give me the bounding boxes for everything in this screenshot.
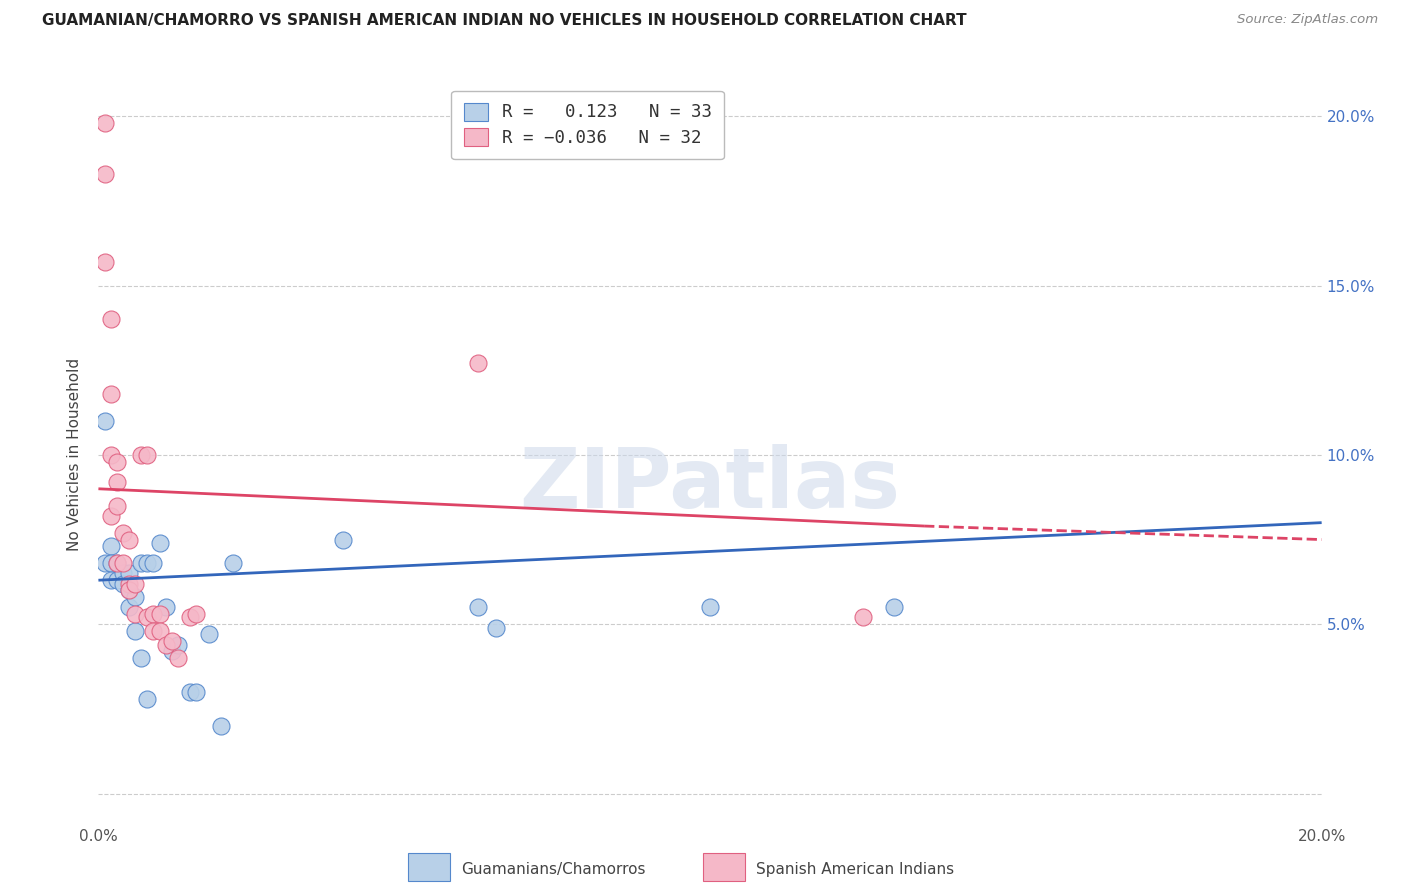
Point: [111, 556, 134, 570]
Point: [124, 576, 146, 591]
Point: [100, 539, 122, 553]
Point: [160, 644, 183, 658]
Point: [332, 533, 354, 547]
Point: [100, 508, 122, 523]
Text: ZIPatlas: ZIPatlas: [520, 443, 900, 524]
Point: [136, 448, 159, 462]
Point: [100, 387, 122, 401]
Legend: R =   0.123   N = 33, R = −0.036   N = 32: R = 0.123 N = 33, R = −0.036 N = 32: [451, 91, 724, 160]
Point: [100, 312, 122, 326]
Point: [136, 610, 159, 624]
Point: [93, 414, 115, 428]
Point: [105, 455, 128, 469]
Point: [155, 638, 177, 652]
Point: [852, 610, 875, 624]
Point: [883, 600, 905, 615]
Text: Source: ZipAtlas.com: Source: ZipAtlas.com: [1237, 13, 1378, 27]
Point: [93, 255, 115, 269]
Point: [136, 556, 159, 570]
Point: [93, 116, 115, 130]
Point: [118, 583, 141, 598]
Point: [105, 556, 128, 570]
Point: [124, 590, 146, 604]
Point: [186, 685, 208, 699]
Point: [111, 566, 134, 581]
Point: [118, 576, 141, 591]
Point: [209, 719, 232, 733]
Point: [100, 448, 122, 462]
Y-axis label: No Vehicles in Household: No Vehicles in Household: [67, 359, 83, 551]
Point: [118, 533, 141, 547]
Point: [149, 607, 172, 621]
Point: [118, 600, 141, 615]
Text: Spanish American Indians: Spanish American Indians: [756, 863, 955, 877]
Text: GUAMANIAN/CHAMORRO VS SPANISH AMERICAN INDIAN NO VEHICLES IN HOUSEHOLD CORRELATI: GUAMANIAN/CHAMORRO VS SPANISH AMERICAN I…: [42, 13, 967, 29]
Point: [93, 556, 115, 570]
Point: [105, 475, 128, 489]
Point: [129, 651, 152, 665]
Point: [197, 627, 219, 641]
Point: [93, 167, 115, 181]
Point: [124, 624, 146, 638]
Point: [118, 583, 141, 598]
Point: [142, 624, 165, 638]
Point: [124, 607, 146, 621]
Point: [105, 556, 128, 570]
Point: [222, 556, 245, 570]
Point: [160, 634, 183, 648]
Point: [149, 624, 172, 638]
Point: [142, 607, 165, 621]
Point: [136, 691, 159, 706]
Point: [105, 499, 128, 513]
Text: Guamanians/Chamorros: Guamanians/Chamorros: [461, 863, 645, 877]
Point: [155, 600, 177, 615]
Point: [467, 600, 489, 615]
Point: [105, 573, 128, 587]
Point: [142, 556, 165, 570]
Point: [129, 448, 152, 462]
Point: [118, 566, 141, 581]
Point: [467, 356, 489, 371]
Point: [179, 610, 201, 624]
Point: [485, 621, 508, 635]
Point: [179, 685, 201, 699]
Point: [699, 600, 721, 615]
Point: [149, 536, 172, 550]
Point: [111, 525, 134, 540]
Point: [186, 607, 208, 621]
Point: [100, 573, 122, 587]
Point: [167, 638, 190, 652]
Point: [111, 576, 134, 591]
Point: [129, 556, 152, 570]
Point: [167, 651, 190, 665]
Point: [100, 556, 122, 570]
